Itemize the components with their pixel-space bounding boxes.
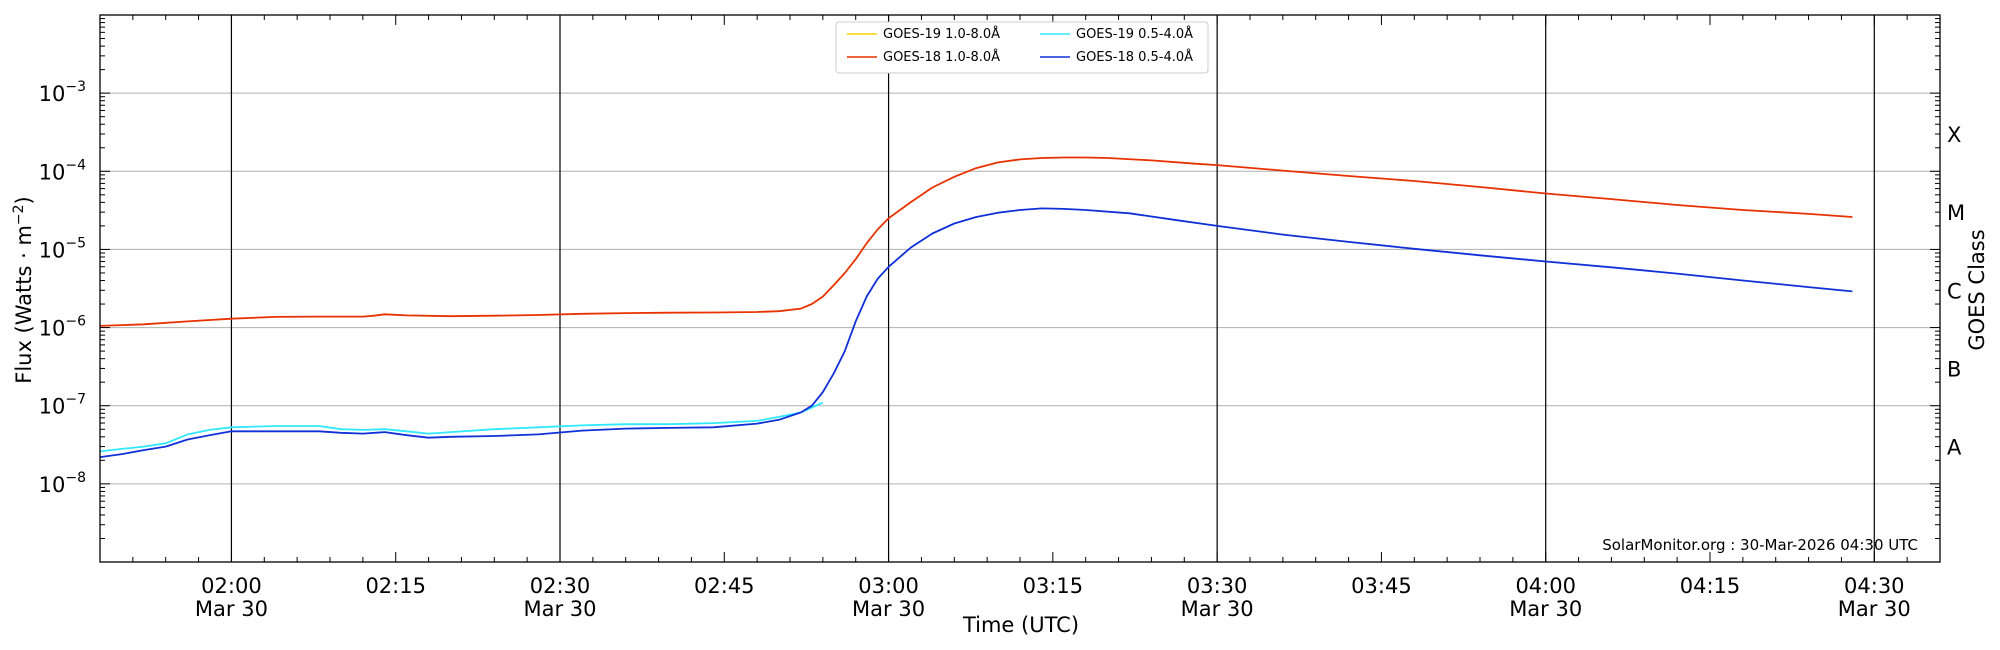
x-tick-label: 04:00 — [1515, 574, 1576, 598]
legend-label: GOES-18 0.5-4.0Å — [1076, 49, 1193, 65]
y-tick-label: 10−8 — [39, 470, 86, 497]
y-tick-label: 10−7 — [39, 392, 86, 419]
goes-class-label: B — [1947, 357, 1961, 381]
series-lines — [99, 156, 1853, 458]
x-tick-date-label: Mar 30 — [852, 597, 925, 621]
axis-ticks — [99, 14, 1941, 563]
y2-axis-title: GOES Class — [1965, 229, 1989, 350]
x-tick-date-label: Mar 30 — [523, 597, 596, 621]
goes-class-label: X — [1947, 123, 1961, 147]
goes-class-label: A — [1947, 436, 1962, 460]
x-tick-label: 03:45 — [1351, 574, 1412, 598]
plot-frame — [99, 14, 1941, 563]
x-tick-date-label: Mar 30 — [1509, 597, 1582, 621]
x-tick-label: 04:30 — [1844, 574, 1905, 598]
goes-class-label: C — [1947, 279, 1962, 303]
x-tick-label: 02:00 — [201, 574, 262, 598]
goes-class-label: M — [1947, 201, 1965, 225]
legend-label: GOES-19 1.0-8.0Å — [883, 26, 1000, 42]
legend: GOES-19 1.0-8.0Å GOES-19 0.5-4.0Å GOES-18 … — [835, 21, 1209, 74]
y-tick-label: 10−4 — [39, 157, 86, 184]
x-tick-label: 02:45 — [694, 574, 755, 598]
legend-label: GOES-19 0.5-4.0Å — [1076, 26, 1193, 42]
series-line — [99, 207, 1853, 458]
x-tick-label: 03:00 — [858, 574, 919, 598]
x-tick-label: 03:15 — [1023, 574, 1084, 598]
x-tick-label: 03:30 — [1187, 574, 1248, 598]
y-tick-label: 10−3 — [39, 79, 86, 106]
y-tick-label: 10−6 — [39, 314, 86, 341]
x-axis-title: Time (UTC) — [962, 613, 1079, 637]
y-axis-title: Flux (Watts · m−2) — [11, 196, 36, 384]
x-tick-label: 02:15 — [365, 574, 426, 598]
x-tick-date-label: Mar 30 — [195, 597, 268, 621]
x-tick-label: 04:15 — [1680, 574, 1741, 598]
goes-class-labels: A B C M X — [1947, 123, 1965, 460]
grid-lines — [100, 92, 1940, 485]
credit-text: SolarMonitor.org : 30-Mar-2026 04:30 UTC — [1602, 536, 1918, 554]
legend-label: GOES-18 1.0-8.0Å — [883, 49, 1000, 65]
x-tick-label: 02:30 — [530, 574, 591, 598]
legend-box — [835, 21, 1209, 74]
x-tick-date-label: Mar 30 — [1181, 597, 1254, 621]
series-line — [99, 156, 1853, 327]
y-tick-labels: 10−8 10−7 10−6 10−5 10−4 10−3 — [39, 79, 86, 497]
y-axis-title-exponent: −2 — [11, 204, 27, 225]
series-line — [99, 401, 824, 453]
x-tick-date-label: Mar 30 — [1838, 597, 1911, 621]
y-tick-label: 10−5 — [39, 235, 86, 262]
vertical-time-lines — [230, 15, 1875, 562]
y-axis-title-close: ) — [12, 196, 36, 204]
